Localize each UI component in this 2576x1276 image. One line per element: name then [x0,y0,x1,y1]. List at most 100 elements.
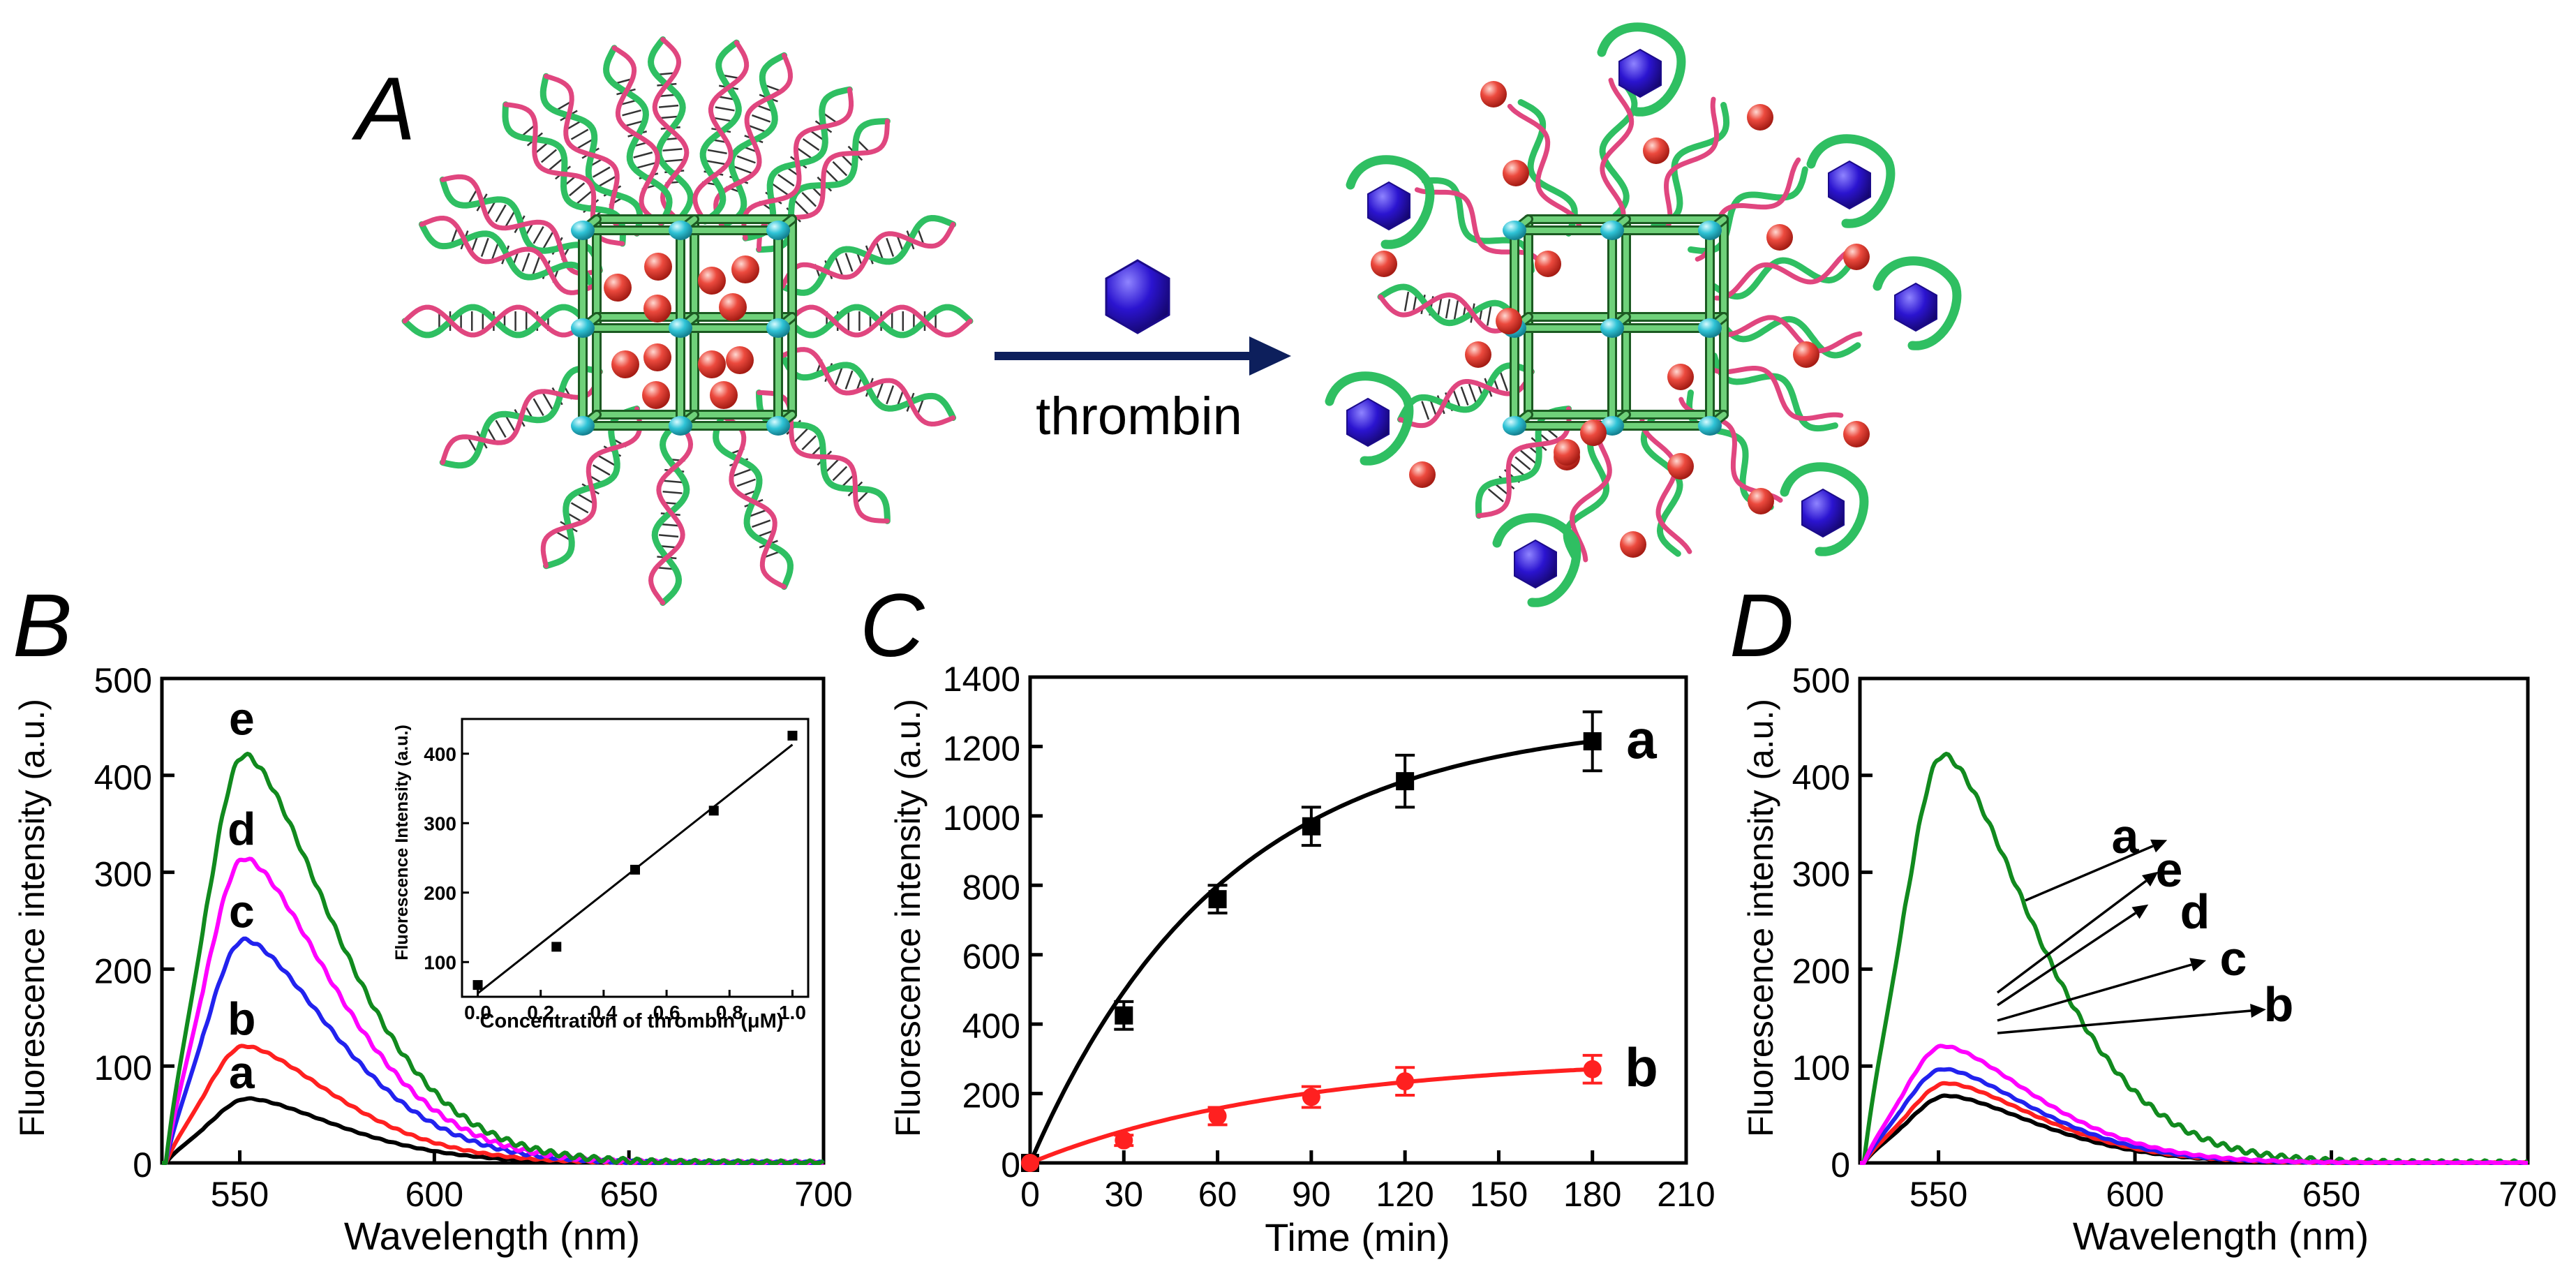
data-point-b [1115,1131,1133,1150]
base-pair [771,182,789,195]
arrow-b [1997,1009,2251,1034]
framework-cage-left [571,214,797,436]
curve-label-c: c [2220,931,2247,986]
base-pair [752,114,771,123]
arrow-head-a [2150,839,2168,853]
curve-label-c: c [229,886,255,937]
framework-node [669,416,692,436]
y-tick-label: 1000 [943,799,1020,838]
curve-label-a: a [2112,809,2140,863]
dna-helix-icon [785,304,974,339]
cargo-sphere-icon [643,295,671,322]
framework-node [1503,221,1526,240]
x-tick-label: 650 [2302,1175,2360,1214]
framework-cage-icon [571,214,797,436]
base-pair [662,490,683,494]
curve-label-d: d [228,803,255,855]
series-e-line [1859,1044,2529,1165]
thrombin-protein-icon [1105,259,1170,334]
cargo-sphere-icon [731,255,759,283]
arrow-label-thrombin: thrombin [1036,387,1242,446]
dna-helix-icon [648,418,694,606]
chart-panel-b: B 550 600 650 700 0 100 200 300 400 500 ab cd e Wave… [13,576,853,1258]
strand-pink [1706,363,1844,422]
strand-pink [419,216,595,295]
x-axis-title-c: Time (min) [1265,1215,1450,1259]
cargo-sphere-icon [1409,461,1436,488]
inset-x-tick-label: 0.8 [716,1002,743,1023]
base-pair [659,104,679,108]
framework-node [766,318,790,338]
strand-pink [780,221,956,289]
data-point-b [1208,1106,1227,1125]
y-tick-label: 0 [1831,1145,1850,1185]
base-pair [875,381,884,401]
dna-helix-icon [418,216,596,295]
cargo-sphere-icon [1843,421,1870,447]
reaction-arrow [995,336,1291,376]
base-pair [715,106,735,112]
cargo-sphere-icon [1503,160,1529,186]
x-tick-label: 0 [1020,1175,1040,1214]
base-pair [747,124,767,133]
cargo-sphere-icon [1580,420,1607,446]
base-pair [1514,456,1531,470]
framework-node [766,416,790,436]
thrombin-protein-icon [1618,48,1662,98]
base-pair [625,119,644,127]
cargo-sphere-icon [1643,138,1669,164]
aptamer-strand [1492,513,1581,607]
base-pair [1437,297,1443,318]
base-pair [576,138,595,150]
dna-helix-icon [1599,77,1638,224]
thrombin-protein-icon [1367,181,1410,231]
base-pair [633,151,653,158]
thrombin-complex [1346,155,1435,249]
base-pair [752,519,771,528]
strand-pink [648,419,694,605]
inset-data-point [472,980,483,991]
thrombin-complex [1325,371,1414,466]
arrow-head-b [2250,1004,2266,1018]
base-pair [844,253,854,272]
strand-green [1685,390,1774,510]
y-tick-label: 1200 [943,729,1020,768]
base-pair [844,370,854,390]
base-pair [636,162,656,169]
base-pair [662,148,683,152]
y-tick-label: 100 [94,1048,152,1088]
curve-label-e: e [2156,843,2183,897]
dna-helix-icon [1711,248,1855,301]
dna-helix-icon [1377,283,1521,334]
base-pair [540,149,558,163]
base-pair [593,464,611,476]
strand-pink [1378,292,1521,334]
cargo-sphere-icon [644,253,672,281]
base-pair [832,466,848,482]
x-tick-label: 700 [2499,1175,2556,1214]
curve-label-d: d [2180,884,2210,939]
inset-frame [461,718,810,998]
y-tick-label: 100 [1792,1048,1850,1088]
base-pair [794,200,809,215]
cargo-sphere-icon [1766,224,1793,251]
chart-c: 0 30 60 90 120 150 180 210 0 200 400 600 800 1000 1200… [943,660,1715,1214]
base-pair [733,165,752,175]
strand-pink [741,87,854,241]
base-pair [491,242,500,261]
panel-label-b: B [13,576,72,676]
base-pair [834,256,843,276]
base-pair [597,176,616,188]
base-pair [542,392,554,411]
dna-helix-icon [756,390,891,524]
cargo-sphere-icon [1371,251,1397,277]
dna-helix-icon [1715,315,1863,359]
x-tick-label: 180 [1563,1175,1621,1214]
arrow-head-d [2131,904,2149,919]
base-pair [801,191,817,207]
inset-y-tick-label: 100 [424,951,456,973]
base-pair [521,253,530,272]
framework-node [1600,318,1624,338]
thrombin-icon-top [1105,259,1170,334]
dna-helix-icon [1639,413,1692,557]
